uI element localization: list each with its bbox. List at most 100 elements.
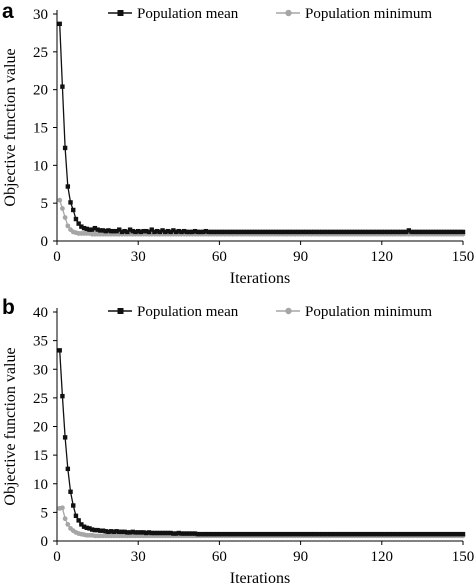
data-point-square <box>130 529 135 535</box>
x-tick-label: 120 <box>371 549 394 565</box>
data-point-square <box>368 531 374 537</box>
series-population-mean <box>57 21 466 235</box>
data-point-square <box>244 531 249 537</box>
data-point-square <box>298 531 303 537</box>
y-tick-label: 5 <box>41 196 49 212</box>
data-point-square <box>111 529 117 535</box>
data-point-square <box>441 531 447 537</box>
data-point-square <box>355 229 360 235</box>
data-point-square <box>376 229 382 235</box>
data-point-square <box>65 466 71 472</box>
data-point-square <box>206 229 211 235</box>
data-point-square <box>385 531 390 537</box>
data-point-square <box>89 227 95 232</box>
data-point-square <box>274 229 279 235</box>
data-point-square <box>87 526 92 531</box>
data-point-square <box>257 531 263 537</box>
chart-panel-a: a 0 5 10 15 20 25 30 0 30 60 90 120 150 Iterations Obje… <box>2 0 474 287</box>
data-point-square <box>403 531 409 537</box>
data-point-square <box>460 229 466 235</box>
data-point-square <box>163 229 168 235</box>
data-point-square <box>290 531 295 537</box>
data-point-square <box>225 229 230 235</box>
data-point-square <box>284 531 290 537</box>
legend: Population mean Population minimum <box>108 304 432 320</box>
y-tick-label: 10 <box>33 158 48 174</box>
x-tick-label: 120 <box>371 249 394 265</box>
data-point-square <box>387 229 393 235</box>
data-point-square <box>179 229 184 235</box>
data-point-square <box>117 529 122 535</box>
data-point-square <box>330 229 336 235</box>
x-tick-label: 90 <box>293 249 308 265</box>
data-point-square <box>357 531 363 537</box>
data-point-square <box>339 531 344 537</box>
data-point-square <box>122 228 127 234</box>
data-point-square <box>398 229 403 235</box>
data-point-square <box>347 531 352 537</box>
data-point-square <box>182 228 187 234</box>
data-point-square <box>428 531 433 537</box>
data-point-square <box>260 229 265 235</box>
data-point-square <box>81 524 87 529</box>
data-point-circle <box>62 215 68 220</box>
data-point-square <box>138 530 144 535</box>
data-point-square <box>163 530 168 536</box>
data-point-square <box>271 229 276 235</box>
data-point-square <box>198 229 203 235</box>
data-point-square <box>366 229 371 235</box>
data-point-square <box>209 531 214 537</box>
data-point-square <box>268 531 274 537</box>
data-point-square <box>206 531 211 537</box>
y-tick-label: 0 <box>41 234 49 250</box>
data-point-square <box>168 530 173 536</box>
y-tick-label: 20 <box>33 420 48 436</box>
data-point-square <box>360 229 366 235</box>
data-point-square <box>73 216 79 222</box>
data-point-square <box>127 530 133 535</box>
y-tick-label: 40 <box>33 305 48 321</box>
data-point-square <box>333 229 338 235</box>
data-point-square <box>98 228 103 233</box>
legend-marker-square <box>117 10 124 16</box>
data-point-square <box>79 522 84 527</box>
data-point-square <box>265 531 271 537</box>
data-point-square <box>336 229 341 235</box>
data-point-square <box>65 184 71 189</box>
data-point-square <box>114 228 119 234</box>
data-point-square <box>385 229 390 235</box>
data-point-square <box>198 531 203 537</box>
data-point-square <box>249 531 255 537</box>
data-point-square <box>173 229 179 235</box>
data-point-square <box>222 229 228 235</box>
data-point-square <box>341 229 347 235</box>
data-point-square <box>412 531 417 537</box>
data-point-circle <box>65 223 71 229</box>
data-point-square <box>106 228 111 233</box>
data-point-square <box>211 531 217 537</box>
data-point-square <box>360 531 366 537</box>
x-axis-title: Iterations <box>230 270 290 287</box>
data-point-circle <box>60 505 65 511</box>
data-point-square <box>414 531 420 537</box>
data-point-square <box>311 531 317 537</box>
data-point-square <box>203 531 209 537</box>
data-point-square <box>336 531 341 537</box>
data-point-square <box>276 229 282 235</box>
data-point-square <box>233 229 238 235</box>
data-point-square <box>57 348 62 353</box>
data-point-square <box>103 529 108 534</box>
data-point-square <box>439 229 444 235</box>
data-point-square <box>344 229 349 235</box>
data-point-square <box>282 229 287 235</box>
data-point-square <box>211 229 217 235</box>
y-axis-title: Objective function value <box>2 48 19 206</box>
data-point-square <box>219 229 225 235</box>
data-point-square <box>225 531 230 537</box>
data-point-square <box>62 435 68 440</box>
data-point-square <box>301 229 306 235</box>
x-tick-label: 150 <box>452 549 474 565</box>
data-point-square <box>455 229 460 235</box>
data-point-square <box>284 229 290 235</box>
data-point-square <box>357 229 363 235</box>
